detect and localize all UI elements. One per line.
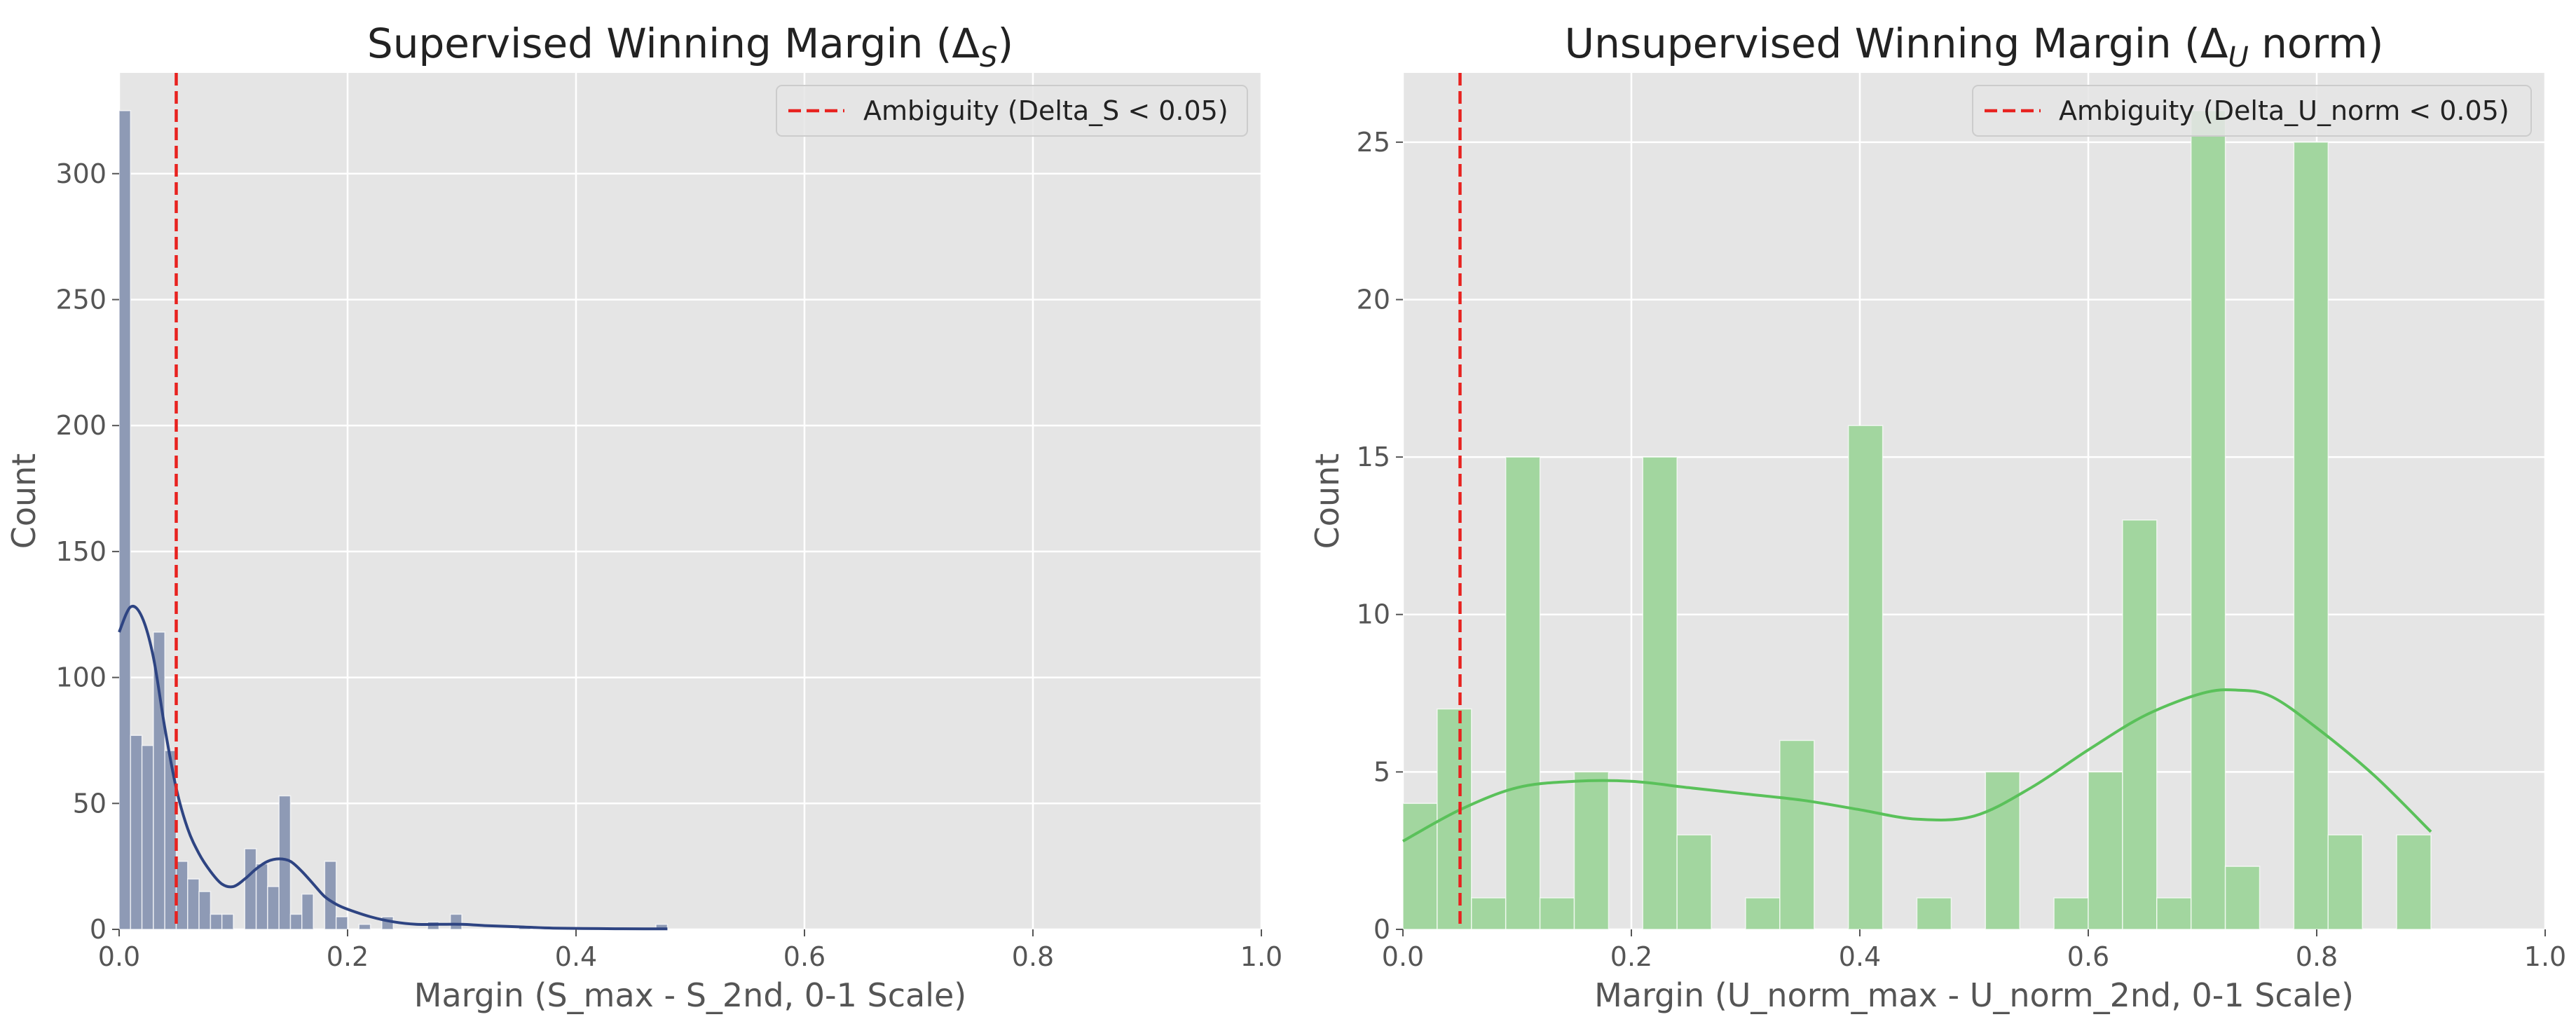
histogram-bar <box>198 891 212 930</box>
x-tick-label: 1.0 <box>1240 941 1282 972</box>
histogram-bar <box>255 863 268 930</box>
histogram-bar <box>2053 897 2089 930</box>
legend-box <box>1972 85 2532 137</box>
legend: Ambiguity (Delta_S < 0.05) <box>776 85 1248 137</box>
x-tick-label: 0.4 <box>555 941 597 972</box>
gridlines <box>118 73 1263 931</box>
histogram-bar <box>210 913 223 930</box>
histogram-bar <box>324 861 337 930</box>
x-tick-label: 0.6 <box>2067 941 2109 972</box>
y-tick-label: 150 <box>55 536 107 567</box>
legend: Ambiguity (Delta_U_norm < 0.05) <box>1972 85 2532 137</box>
legend-label: Ambiguity (Delta_U_norm < 0.05) <box>2059 95 2509 126</box>
histogram-bars <box>118 110 669 930</box>
histogram-bar <box>2293 142 2329 930</box>
x-tick-label: 0.2 <box>1610 941 1652 972</box>
histogram-bar <box>221 913 234 930</box>
x-axis-label: Margin (S_max - S_2nd, 0-1 Scale) <box>414 976 966 1014</box>
x-tick-label: 0.8 <box>1012 941 1054 972</box>
unsupervised-margin-panel: 0.0 0.2 0.4 0.6 0.8 1.0 0 5 10 15 20 25 Unsupervise… <box>1308 20 2566 1014</box>
histogram-bar <box>1471 897 1507 930</box>
histogram-bar <box>2396 834 2432 930</box>
histogram-bar <box>2190 110 2226 930</box>
histogram-bars <box>1402 110 2432 930</box>
y-tick-label: 100 <box>55 662 107 693</box>
histogram-bar <box>358 924 371 930</box>
plot-area <box>119 73 1261 929</box>
y-tick-label: 50 <box>73 788 107 819</box>
y-tick-label: 10 <box>1357 599 1390 630</box>
y-tick-label: 0 <box>90 914 107 945</box>
histogram-bar <box>130 735 143 930</box>
histogram-bar <box>2156 897 2192 930</box>
legend-box <box>776 85 1248 137</box>
histogram-bar <box>175 861 189 930</box>
y-tick-label: 250 <box>55 284 107 315</box>
histogram-bar <box>1505 456 1541 930</box>
kde-curve <box>1402 688 2432 842</box>
histogram-bar <box>1916 897 1952 930</box>
tick-labels: 0.0 0.2 0.4 0.6 0.8 1.0 0 50 100 150 200 250 300 <box>55 158 1282 972</box>
y-axis-label: Count <box>1308 453 1346 549</box>
histogram-bar <box>1402 803 1438 930</box>
chart-title: Unsupervised Winning Margin (ΔU norm) <box>1565 20 2384 74</box>
x-tick-label: 0.0 <box>98 941 140 972</box>
y-tick-label: 5 <box>1373 756 1390 787</box>
histogram-bar <box>153 631 165 930</box>
y-tick-label: 25 <box>1357 127 1390 158</box>
histogram-bar <box>1779 739 1815 930</box>
y-tick-label: 15 <box>1357 442 1390 472</box>
histogram-bar <box>335 916 348 930</box>
histogram-bar <box>187 878 200 930</box>
histogram-bar <box>1745 897 1781 930</box>
x-tick-label: 0.8 <box>2296 941 2338 972</box>
x-tick-label: 0.2 <box>327 941 369 972</box>
histogram-bar <box>2088 771 2123 930</box>
x-tick-label: 1.0 <box>2524 941 2566 972</box>
y-tick-label: 300 <box>55 158 107 189</box>
histogram-bar <box>244 848 257 930</box>
y-tick-label: 200 <box>55 410 107 441</box>
chart-title: Supervised Winning Margin (ΔS) <box>367 20 1013 74</box>
histogram-bar <box>449 913 463 930</box>
histogram-bar <box>267 886 280 930</box>
tick-labels: 0.0 0.2 0.4 0.6 0.8 1.0 0 5 10 15 20 25 <box>1357 127 2567 972</box>
histogram-bar <box>301 893 314 930</box>
histogram-bar <box>2224 866 2261 930</box>
y-axis-label: Count <box>5 453 43 549</box>
histogram-bar <box>118 110 132 930</box>
y-tick-label: 0 <box>1373 914 1390 945</box>
x-tick-label: 0.0 <box>1382 941 1424 972</box>
histogram-bar <box>1676 834 1712 930</box>
y-tick-label: 20 <box>1357 284 1390 315</box>
histogram-bar <box>1642 456 1678 930</box>
histogram-bar <box>1573 771 1610 930</box>
histogram-bar <box>141 744 154 930</box>
histogram-bar <box>1985 771 2020 930</box>
x-tick-label: 0.6 <box>783 941 825 972</box>
legend-label: Ambiguity (Delta_S < 0.05) <box>863 95 1228 126</box>
histogram-bar <box>2327 834 2363 930</box>
histogram-bar <box>289 913 303 930</box>
histogram-bar <box>1539 897 1575 930</box>
histogram-bar <box>1847 425 1884 930</box>
histogram-bar <box>278 795 292 930</box>
x-axis-label: Margin (U_norm_max - U_norm_2nd, 0-1 Sca… <box>1594 976 2354 1014</box>
supervised-margin-panel: 0.0 0.2 0.4 0.6 0.8 1.0 0 50 100 150 200 250 300 Sup… <box>5 20 1282 1014</box>
x-tick-label: 0.4 <box>1839 941 1881 972</box>
kde-curve <box>118 605 668 931</box>
